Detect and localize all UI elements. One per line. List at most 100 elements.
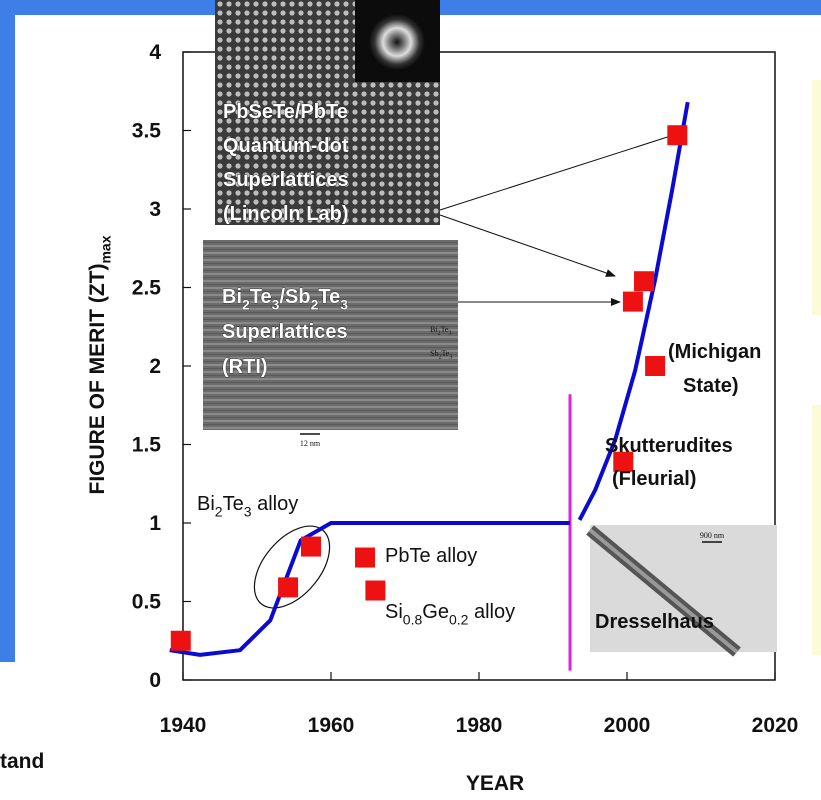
text-run: (RTI) [222, 356, 268, 378]
inset-caption: (Lincoln Lab) [223, 203, 349, 225]
inset-caption: PbSeTe/PbTe [223, 101, 348, 123]
data-point [301, 536, 322, 557]
subscript: 3 [272, 296, 280, 312]
x-axis-title: YEAR [466, 772, 524, 795]
subscript: 2 [438, 355, 441, 361]
side-box [812, 405, 821, 655]
text-run: Dresselhaus [595, 611, 714, 633]
subscript: 2 [438, 331, 441, 337]
inset-label: Bi2Te3 [430, 325, 451, 337]
x-tick-label: 1940 [160, 714, 207, 737]
subscript: 3 [449, 355, 452, 361]
data-point [613, 451, 634, 472]
scale-label: 900 nm [700, 531, 725, 540]
data-point [355, 547, 376, 568]
y-tick-label: 4 [149, 41, 161, 64]
x-tick-label: 1960 [308, 714, 355, 737]
y-tick-label: 0 [149, 669, 161, 692]
text-run: Te [223, 493, 244, 515]
inset-caption: (RTI) [222, 356, 268, 378]
y-tick-label: 1 [149, 512, 161, 535]
text-run: (Michigan [668, 341, 761, 363]
y-tick-label: 0.5 [132, 591, 162, 614]
subscript: max [97, 235, 113, 263]
y-tick-label: 3 [149, 198, 161, 221]
data-point [622, 291, 643, 312]
subscript: 0.8 [403, 611, 423, 627]
subscript: 2 [215, 503, 223, 519]
y-tick-label: 2.5 [132, 277, 162, 300]
text-run: /Sb [279, 286, 310, 308]
annotation: (Michigan [668, 341, 761, 363]
text-run: Te [441, 349, 449, 358]
scale-label: 12 nm [300, 439, 321, 448]
inset-image [588, 528, 739, 654]
text-run: Bi [222, 286, 242, 308]
text-run: Te [318, 286, 340, 308]
text-run: Te [441, 325, 449, 334]
subscript: 3 [340, 296, 348, 312]
x-tick-label: 2020 [752, 714, 799, 737]
text-run: Te [250, 286, 272, 308]
y-tick-label: 3.5 [132, 120, 162, 143]
text-run: PbTe alloy [385, 545, 477, 567]
text-run: (Lincoln Lab) [223, 203, 349, 225]
trend-line [169, 101, 690, 657]
group-ellipse [253, 525, 331, 609]
text-run: Bi [430, 325, 438, 334]
slide-footer [0, 662, 821, 800]
inset-image [203, 430, 458, 455]
inset-caption: Superlattices [223, 169, 349, 191]
inset-caption: Dresselhaus [595, 611, 714, 633]
text-run: FIGURE OF MERIT (ZT) [86, 264, 109, 495]
text-run: State) [683, 375, 739, 397]
data-point [278, 577, 299, 598]
text-run: Sb [430, 349, 438, 358]
text-run: Superlattices [223, 169, 349, 191]
inset-image [590, 525, 777, 652]
y-tick-label: 2 [149, 355, 161, 378]
page-fragment: tand [0, 750, 44, 773]
text-run: alloy [468, 601, 515, 623]
x-tick-label: 2000 [604, 714, 651, 737]
arrow [439, 214, 616, 277]
y-tick-label: 1.5 [132, 434, 162, 457]
arrow [439, 131, 681, 211]
inset-caption: Quantum-dot [223, 135, 349, 157]
side-box [812, 80, 821, 315]
data-point [634, 271, 655, 292]
subscript: 2 [242, 296, 250, 312]
inset-caption: Bi2Te3/Sb2Te3 [222, 286, 348, 312]
annotation: Si0.8Ge0.2 alloy [385, 601, 515, 627]
annotation: PbTe alloy [385, 545, 477, 567]
text-run: (Fleurial) [612, 468, 696, 490]
text-run: Bi [197, 493, 215, 515]
data-point [365, 580, 386, 601]
x-tick-label: 1980 [456, 714, 503, 737]
data-point [170, 630, 191, 651]
text-run: PbSeTe/PbTe [223, 101, 348, 123]
inset-image [369, 14, 425, 70]
data-point [667, 125, 688, 146]
text-run: Superlattices [222, 321, 348, 343]
text-run: alloy [252, 493, 299, 515]
annotation: (Fleurial) [612, 468, 696, 490]
annotation: State) [683, 375, 739, 397]
annotation: Bi2Te3 alloy [197, 493, 298, 519]
subscript: 3 [244, 503, 252, 519]
text-run: Quantum-dot [223, 135, 349, 157]
subscript: 3 [448, 331, 451, 337]
subscript: 0.2 [449, 611, 469, 627]
text-run: Skutterudites [605, 435, 733, 457]
insets [203, 0, 777, 657]
inset-label: Sb2Te3 [430, 349, 452, 361]
text-run: Si [385, 601, 403, 623]
data-point [645, 356, 666, 376]
inset-caption: Superlattices [222, 321, 348, 343]
annotation: Skutterudites [605, 435, 733, 457]
y-axis-title: FIGURE OF MERIT (ZT)max [86, 235, 113, 494]
subscript: 2 [311, 296, 319, 312]
text-run: Ge [422, 601, 449, 623]
